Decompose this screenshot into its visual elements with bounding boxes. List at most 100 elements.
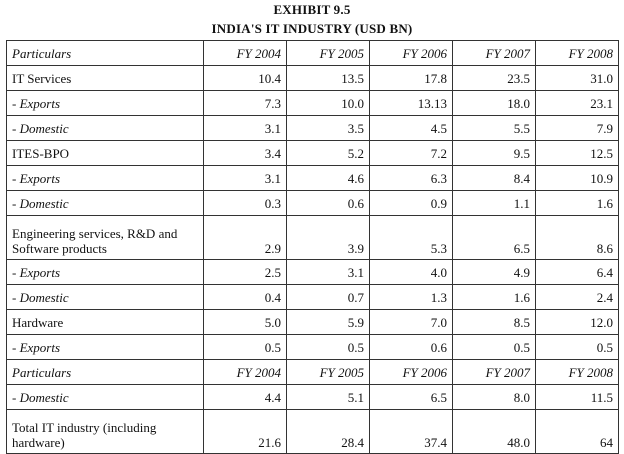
table-cell: 37.4 <box>369 409 453 454</box>
table-cell: 31.0 <box>535 65 619 91</box>
table-cell: 7.0 <box>369 309 453 335</box>
exhibit-number: EXHIBIT 9.5 <box>273 2 351 17</box>
table-cell: 3.9 <box>286 215 370 260</box>
table-cell: 10.4 <box>203 65 287 91</box>
row-label: - Exports <box>6 90 204 116</box>
table-row: - Domestic 3.1 3.5 4.5 5.5 7.9 <box>6 115 619 141</box>
row-label: ITES-BPO <box>6 140 204 166</box>
table-cell: 6.3 <box>369 165 453 191</box>
table-cell: 2.5 <box>203 259 287 285</box>
table-row: - Exports 3.1 4.6 6.3 8.4 10.9 <box>6 165 619 191</box>
table-cell: 7.9 <box>535 115 619 141</box>
header-row: Particulars FY 2004 FY 2005 FY 2006 FY 2007 F… <box>6 359 619 385</box>
table-cell: 6.4 <box>535 259 619 285</box>
table-cell: 4.0 <box>369 259 453 285</box>
row-label: - Domestic <box>6 115 204 141</box>
table-cell: 0.9 <box>369 190 453 216</box>
table-cell: 13.13 <box>369 90 453 116</box>
row-label: - Domestic <box>6 190 204 216</box>
table-cell: 0.5 <box>203 334 287 360</box>
column-header-year: FY 2007 <box>452 359 536 385</box>
table-cell: 12.0 <box>535 309 619 335</box>
header-row: Particulars FY 2004 FY 2005 FY 2006 FY 2007 F… <box>6 40 619 66</box>
table-row: - Exports 0.5 0.5 0.6 0.5 0.5 <box>6 334 619 360</box>
row-label: - Exports <box>6 334 204 360</box>
table-cell: 18.0 <box>452 90 536 116</box>
column-header-particulars: Particulars <box>6 359 204 385</box>
table-cell: 3.5 <box>286 115 370 141</box>
table-cell: 64 <box>535 409 619 454</box>
table-cell: 9.5 <box>452 140 536 166</box>
table-cell: 23.5 <box>452 65 536 91</box>
table-cell: 48.0 <box>452 409 536 454</box>
table-cell: 13.5 <box>286 65 370 91</box>
table-cell: 8.6 <box>535 215 619 260</box>
table-cell: 5.3 <box>369 215 453 260</box>
column-header-year: FY 2006 <box>369 359 453 385</box>
table-row: - Domestic 0.3 0.6 0.9 1.1 1.6 <box>6 190 619 216</box>
table-cell: 0.5 <box>286 334 370 360</box>
table-cell: 3.4 <box>203 140 287 166</box>
table-cell: 4.4 <box>203 384 287 410</box>
table-row: - Domestic 4.4 5.1 6.5 8.0 11.5 <box>6 384 619 410</box>
row-label: - Domestic <box>6 384 204 410</box>
row-label: Engineering services, R&D and Software p… <box>6 215 204 260</box>
table-cell: 11.5 <box>535 384 619 410</box>
table-cell: 0.4 <box>203 284 287 310</box>
table-row: - Domestic 0.4 0.7 1.3 1.6 2.4 <box>6 284 619 310</box>
row-label: - Exports <box>6 259 204 285</box>
table-cell: 1.6 <box>535 190 619 216</box>
table-cell: 4.9 <box>452 259 536 285</box>
table-cell: 1.3 <box>369 284 453 310</box>
table-cell: 0.6 <box>369 334 453 360</box>
table-cell: 1.6 <box>452 284 536 310</box>
table-cell: 5.2 <box>286 140 370 166</box>
table-cell: 5.5 <box>452 115 536 141</box>
row-label: Hardware <box>6 309 204 335</box>
table-body: Particulars FY 2004 FY 2005 FY 2006 FY 2007 F… <box>6 40 619 454</box>
row-label: - Exports <box>6 165 204 191</box>
table-cell: 3.1 <box>286 259 370 285</box>
table-cell: 7.2 <box>369 140 453 166</box>
table-cell: 4.6 <box>286 165 370 191</box>
column-header-year: FY 2005 <box>286 359 370 385</box>
table-cell: 1.1 <box>452 190 536 216</box>
table-cell: 28.4 <box>286 409 370 454</box>
table-cell: 8.0 <box>452 384 536 410</box>
table-cell: 2.4 <box>535 284 619 310</box>
table-row: Hardware 5.0 5.9 7.0 8.5 12.0 <box>6 309 619 335</box>
table-cell: 21.6 <box>203 409 287 454</box>
table-title: INDIA'S IT INDUSTRY (USD BN) <box>211 21 413 36</box>
table-row: Engineering services, R&D and Software p… <box>6 215 619 260</box>
table-cell: 0.6 <box>286 190 370 216</box>
table-cell: 7.3 <box>203 90 287 116</box>
column-header-year: FY 2004 <box>203 359 287 385</box>
table-cell: 5.0 <box>203 309 287 335</box>
table-cell: 8.5 <box>452 309 536 335</box>
column-header-year: FY 2007 <box>452 40 536 66</box>
table-cell: 0.5 <box>452 334 536 360</box>
table-cell: 3.1 <box>203 165 287 191</box>
table-cell: 0.3 <box>203 190 287 216</box>
column-header-year: FY 2008 <box>535 359 619 385</box>
table-row: Total IT industry (including hardware) 21… <box>6 409 619 454</box>
column-header-particulars: Particulars <box>6 40 204 66</box>
table-cell: 10.9 <box>535 165 619 191</box>
table-cell: 0.5 <box>535 334 619 360</box>
table-cell: 6.5 <box>369 384 453 410</box>
it-industry-table: Particulars FY 2004 FY 2005 FY 2006 FY 2007 F… <box>6 40 619 454</box>
table-cell: 3.1 <box>203 115 287 141</box>
column-header-year: FY 2005 <box>286 40 370 66</box>
column-header-year: FY 2004 <box>203 40 287 66</box>
row-label: Total IT industry (including hardware) <box>6 409 204 454</box>
table-cell: 5.9 <box>286 309 370 335</box>
table-row: - Exports 7.3 10.0 13.13 18.0 23.1 <box>6 90 619 116</box>
row-label: - Domestic <box>6 284 204 310</box>
table-cell: 23.1 <box>535 90 619 116</box>
table-row: ITES-BPO 3.4 5.2 7.2 9.5 12.5 <box>6 140 619 166</box>
column-header-year: FY 2008 <box>535 40 619 66</box>
table-cell: 0.7 <box>286 284 370 310</box>
row-label: IT Services <box>6 65 204 91</box>
table-row: IT Services 10.4 13.5 17.8 23.5 31.0 <box>6 65 619 91</box>
